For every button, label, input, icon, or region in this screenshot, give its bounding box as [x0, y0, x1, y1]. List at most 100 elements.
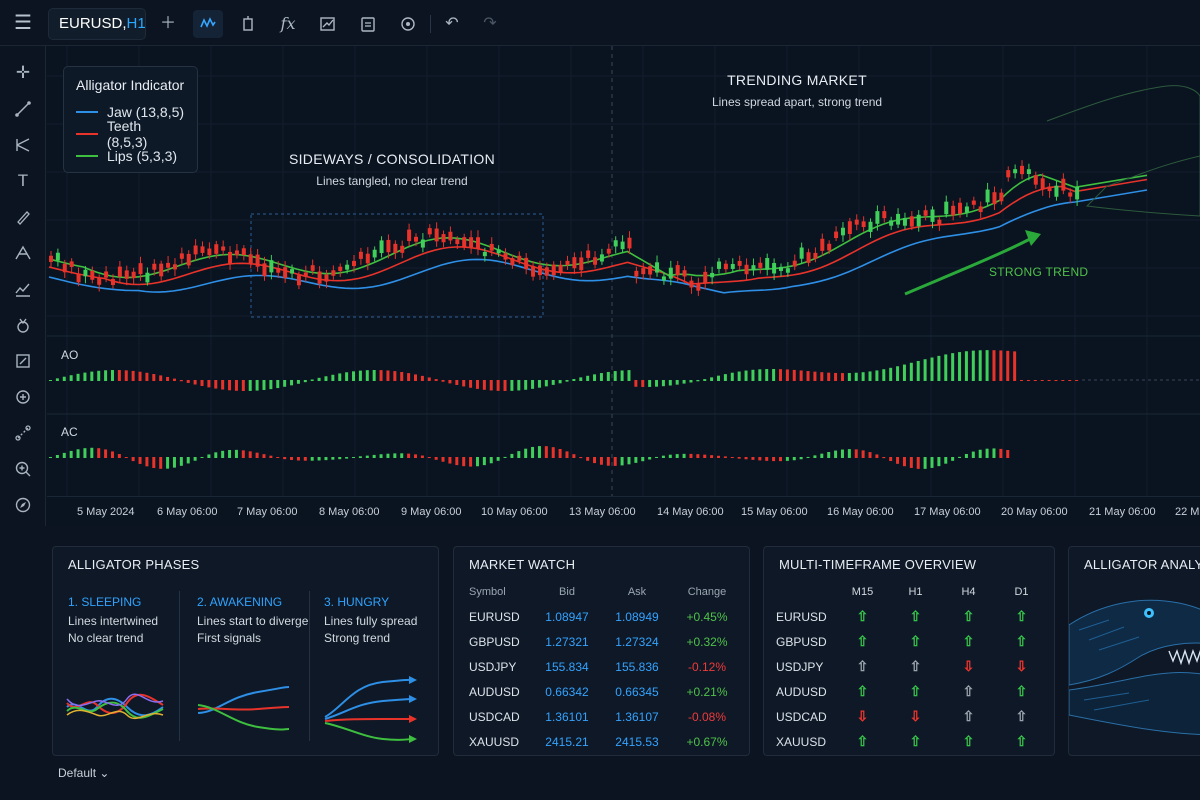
ac-bar	[999, 448, 1003, 458]
clipboard-icon[interactable]	[353, 10, 383, 38]
alligator-head-image	[1069, 599, 1200, 736]
ao-bar	[799, 370, 803, 381]
undo-icon[interactable]: ↶	[445, 15, 459, 32]
table-row[interactable]: USDCAD 1.36101 1.36107 -0.08%	[462, 704, 742, 729]
add-symbol-icon[interactable]: ＋	[159, 15, 176, 32]
ac-bar	[462, 457, 466, 467]
trend-cell: ⇩	[889, 704, 942, 729]
crosshair-icon[interactable]: ✛	[15, 63, 31, 82]
drawing-chart-icon[interactable]	[313, 10, 343, 38]
trend-cell: ⇧	[995, 704, 1048, 729]
trend-cell: ⇧	[889, 729, 942, 754]
candle-body	[696, 283, 701, 291]
market-watch-card: MARKET WATCH Symbol Bid Ask Change EURUS…	[453, 546, 750, 756]
time-axis: 5 May 2024 6 May 06:00 7 May 06:00 8 May…	[47, 496, 1200, 526]
candle-body	[1033, 175, 1038, 185]
candle-body	[896, 213, 901, 225]
shapes-icon[interactable]	[8, 310, 38, 340]
ac-bar	[76, 449, 80, 458]
ac-bar	[751, 457, 755, 460]
candle-body	[964, 206, 969, 213]
ao-bar	[283, 380, 287, 387]
ao-bar	[854, 372, 858, 381]
table-row[interactable]: XAUUSD 2415.21 2415.53 +0.67%	[462, 729, 742, 754]
table-row[interactable]: USDCAD ⇩ ⇩ ⇧ ⇧	[770, 704, 1048, 729]
ac-bar	[310, 457, 314, 461]
table-row[interactable]: AUDUSD ⇧ ⇧ ⇧ ⇧	[770, 679, 1048, 704]
ao-bar	[1006, 350, 1010, 381]
ao-bar	[228, 380, 232, 391]
ao-bar	[593, 374, 597, 381]
candle-body	[496, 249, 501, 254]
ao-bar	[379, 370, 383, 381]
table-row[interactable]: EURUSD ⇧ ⇧ ⇧ ⇧	[770, 604, 1048, 629]
indicators-icon[interactable]	[193, 10, 223, 38]
arrow-up-icon: ⇧	[909, 733, 922, 749]
magnifier-icon[interactable]	[8, 454, 38, 484]
pitchfork-icon[interactable]	[8, 130, 38, 160]
candle-body	[923, 210, 928, 216]
ac-bar	[593, 457, 597, 464]
table-row[interactable]: USDJPY ⇧ ⇧ ⇩ ⇩	[770, 654, 1048, 679]
table-row[interactable]: GBPUSD 1.27321 1.27324 +0.32%	[462, 629, 742, 654]
ac-bar	[331, 457, 335, 460]
compass-icon[interactable]	[8, 490, 38, 520]
bar-type-icon[interactable]	[233, 10, 263, 38]
candle-body	[296, 275, 301, 286]
candle-body	[806, 252, 811, 263]
ao-bar	[599, 373, 603, 381]
redo-icon[interactable]: ↷	[483, 15, 497, 32]
cell-symbol: EURUSD	[776, 609, 827, 624]
phase-desc: Strong trend	[324, 631, 391, 645]
layout-selector[interactable]: Default ⌄	[58, 766, 109, 780]
ac-bar	[916, 457, 920, 469]
table-row[interactable]: GBPUSD ⇧ ⇧ ⇧ ⇧	[770, 629, 1048, 654]
ao-bar	[682, 380, 686, 384]
hamburger-menu-icon[interactable]: ☰	[14, 12, 32, 34]
pattern-icon[interactable]	[8, 238, 38, 268]
table-row[interactable]: USDJPY 155.834 155.836 -0.12%	[462, 654, 742, 679]
candle-body	[717, 261, 722, 269]
table-row[interactable]: AUDUSD 0.66342 0.66345 +0.21%	[462, 679, 742, 704]
price-chart-canvas[interactable]	[47, 46, 1200, 496]
ao-bar	[441, 380, 445, 382]
ac-bar	[186, 457, 190, 464]
cell-symbol: USDJPY	[776, 659, 824, 674]
candle-body	[675, 265, 680, 276]
bottom-panels: ALLIGATOR PHASES 1. SLEEPING Lines inter…	[0, 526, 1200, 800]
candle-body	[110, 278, 115, 286]
table-row[interactable]: EURUSD 1.08947 1.08949 +0.45%	[462, 604, 742, 629]
symbol-tab[interactable]: EURUSD,H1	[48, 8, 146, 40]
candle-body	[1068, 192, 1073, 197]
ac-bar	[971, 451, 975, 458]
lips-swatch	[76, 155, 98, 157]
candle-body	[958, 202, 963, 214]
table-row[interactable]: XAUUSD ⇧ ⇧ ⇧ ⇧	[770, 729, 1048, 754]
candle-body	[661, 276, 666, 281]
candle-body	[551, 264, 556, 276]
ao-bar	[489, 380, 493, 391]
ao-bar	[255, 380, 259, 391]
ao-bar	[269, 380, 273, 390]
trend-line-icon[interactable]	[8, 94, 38, 124]
brush-icon[interactable]	[8, 202, 38, 232]
chart-area[interactable]: Alligator Indicator Jaw (13,8,5) Teeth (…	[47, 46, 1200, 526]
arrow-down-icon: ⇩	[856, 708, 869, 724]
candle-body	[49, 255, 53, 262]
ao-bar	[496, 380, 500, 391]
ao-bar	[937, 355, 941, 381]
col-symbol	[770, 580, 836, 604]
zoom-in-icon[interactable]	[8, 382, 38, 412]
formula-icon[interactable]: fx	[280, 14, 296, 33]
forecast-icon[interactable]	[8, 274, 38, 304]
alligator-phases-card: ALLIGATOR PHASES 1. SLEEPING Lines inter…	[52, 546, 439, 756]
ac-bar	[937, 457, 941, 467]
text-tool-icon[interactable]: T	[17, 171, 29, 190]
snapshot-icon[interactable]	[393, 10, 423, 38]
magnet-icon[interactable]	[8, 418, 38, 448]
candle-body	[951, 205, 956, 216]
measure-icon[interactable]	[8, 346, 38, 376]
strong-trend-label: STRONG TREND	[989, 265, 1089, 279]
trend-cell: ⇧	[942, 679, 995, 704]
ao-bar	[407, 373, 411, 381]
